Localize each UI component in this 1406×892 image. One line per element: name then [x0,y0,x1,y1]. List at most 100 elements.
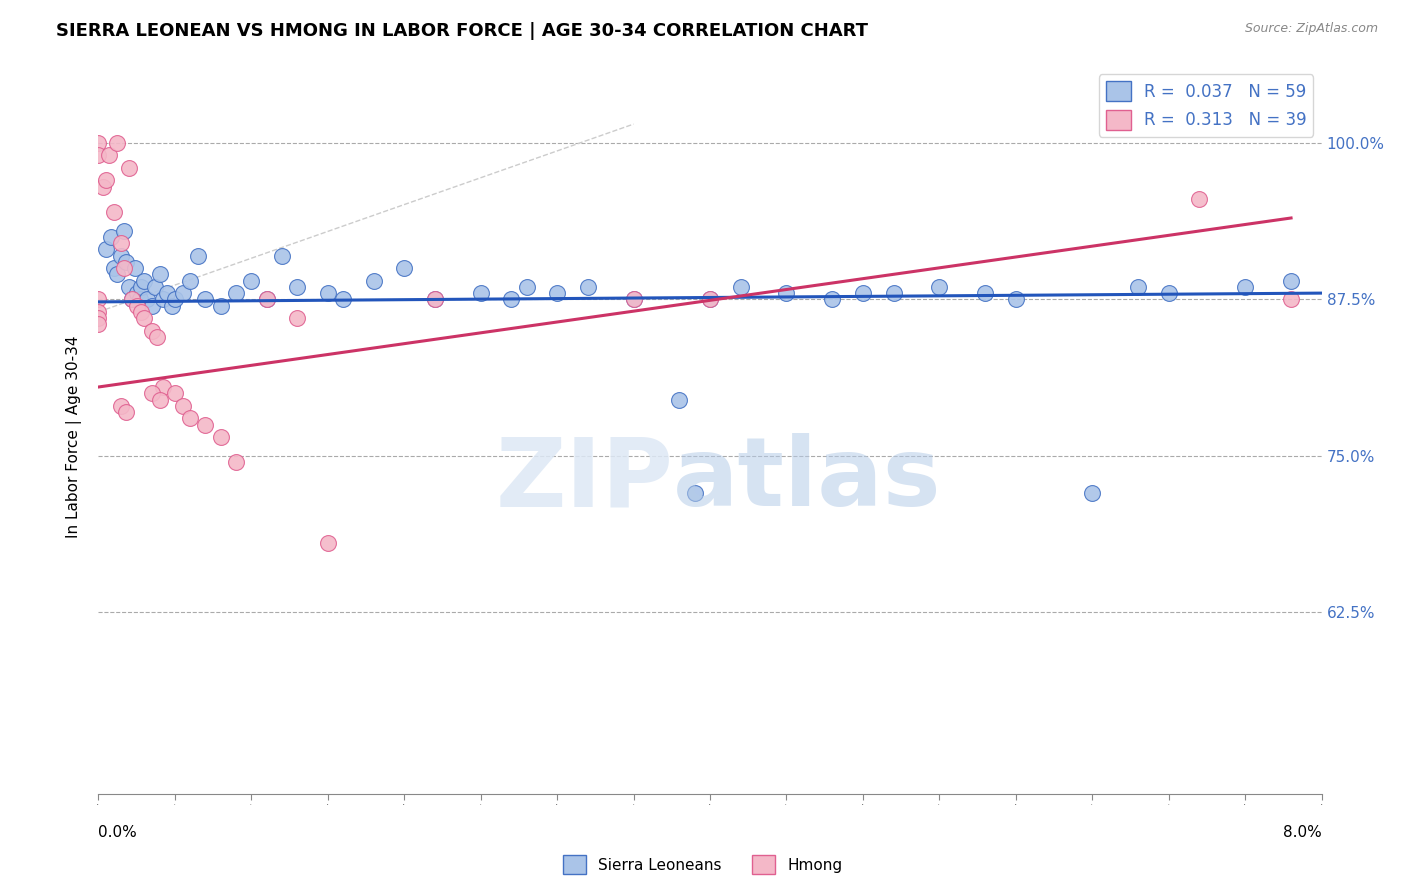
Legend: Sierra Leoneans, Hmong: Sierra Leoneans, Hmong [557,849,849,880]
Point [392,261,416,276]
Point [103,204,125,219]
Point [105,136,128,150]
Point [775,286,797,301]
Point [546,286,568,301]
Point [110,248,132,262]
Point [501,293,523,307]
Point [129,305,152,319]
Point [225,455,247,469]
Point [163,386,186,401]
Point [883,286,905,301]
Point [623,293,645,307]
Point [134,311,156,326]
Legend: R =  0.037   N = 59, R =  0.313   N = 39: R = 0.037 N = 59, R = 0.313 N = 39 [1099,74,1313,136]
Point [187,248,209,262]
Point [1279,293,1302,307]
Point [87,305,110,319]
Point [821,293,844,307]
Point [125,299,148,313]
Point [134,274,156,288]
Text: SIERRA LEONEAN VS HMONG IN LABOR FORCE | AGE 30-34 CORRELATION CHART: SIERRA LEONEAN VS HMONG IN LABOR FORCE |… [56,22,869,40]
Point [100,229,122,244]
Point [225,286,247,301]
Point [363,274,385,288]
Point [94,242,117,256]
Point [332,293,354,307]
Text: atlas: atlas [673,434,942,526]
Point [256,293,278,307]
Point [163,293,186,307]
Point [683,486,706,500]
Text: Source: ZipAtlas.com: Source: ZipAtlas.com [1244,22,1378,36]
Point [112,223,135,237]
Point [285,280,308,294]
Point [423,293,446,307]
Point [179,411,201,425]
Point [87,311,110,326]
Point [1157,286,1180,301]
Point [730,280,752,294]
Y-axis label: In Labor Force | Age 30-34: In Labor Force | Age 30-34 [66,335,83,539]
Point [285,311,308,326]
Point [152,293,174,307]
Point [143,280,166,294]
Point [87,148,110,162]
Point [152,380,174,394]
Point [240,274,263,288]
Point [1004,293,1026,307]
Point [623,293,645,307]
Point [118,280,141,294]
Point [209,430,232,444]
Point [160,299,183,313]
Point [1188,192,1211,206]
Point [470,286,492,301]
Point [270,248,294,262]
Point [172,286,194,301]
Point [121,293,143,307]
Point [98,148,121,162]
Point [316,536,339,550]
Point [974,286,997,301]
Point [87,318,110,332]
Point [115,405,138,419]
Point [1234,280,1257,294]
Point [179,274,201,288]
Point [423,293,446,307]
Point [194,293,217,307]
Text: ZIP: ZIP [495,434,673,526]
Point [94,173,117,187]
Point [110,235,132,250]
Point [928,280,950,294]
Point [576,280,599,294]
Point [149,392,172,407]
Point [87,136,110,150]
Point [105,268,128,282]
Point [1279,274,1302,288]
Point [852,286,875,301]
Point [103,261,125,276]
Point [194,417,217,432]
Point [145,330,167,344]
Point [121,293,143,307]
Text: 8.0%: 8.0% [1282,825,1322,840]
Point [110,399,132,413]
Point [136,293,159,307]
Point [124,261,146,276]
Point [91,179,114,194]
Point [156,286,179,301]
Point [209,299,232,313]
Point [128,293,150,307]
Point [141,324,163,338]
Point [699,293,721,307]
Point [112,261,135,276]
Point [699,293,721,307]
Point [515,280,537,294]
Point [1081,486,1104,500]
Point [129,280,152,294]
Point [115,255,138,269]
Point [172,399,194,413]
Point [316,286,339,301]
Point [87,293,110,307]
Point [668,392,690,407]
Point [118,161,141,175]
